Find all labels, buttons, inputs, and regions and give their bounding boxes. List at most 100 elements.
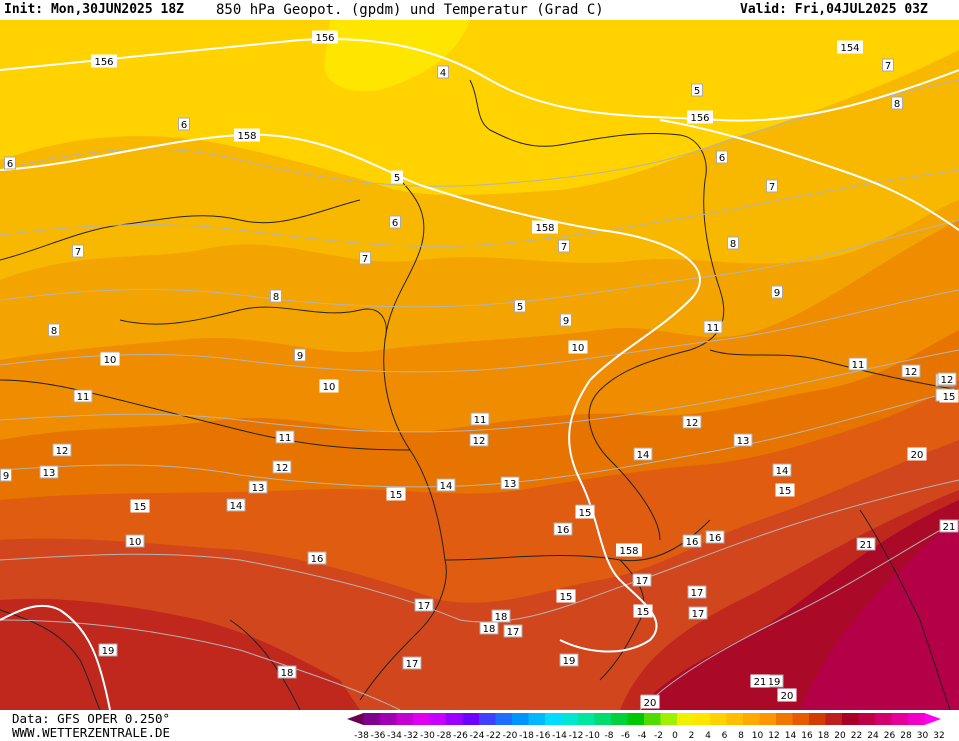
temperature-label-box (437, 65, 449, 79)
temperature-label: 21 (943, 522, 956, 533)
colorbar-segment (644, 713, 661, 725)
temperature-label-box (500, 476, 520, 490)
colorbar-segment (908, 713, 925, 725)
temperature-label-box (848, 357, 868, 371)
temp-band-22 (800, 520, 959, 710)
colorbar-tick-label: -14 (552, 731, 567, 741)
colorbar-segment (693, 713, 710, 725)
temp-band-3 (324, 20, 470, 92)
geopotential-label-box (750, 674, 770, 688)
colorbar-tick-label: -16 (536, 731, 551, 741)
temperature-label: 19 (768, 677, 781, 688)
geopotential-label: 10 (104, 355, 117, 366)
temperature-label: 14 (637, 450, 650, 461)
colorbar-tick-label: 2 (689, 731, 695, 741)
colorbar-tick-label: 14 (785, 731, 797, 741)
temperature-label-box (705, 530, 725, 544)
geopotential-label: 10 (323, 382, 336, 393)
colorbar-segment (512, 713, 529, 725)
temperature-label: 17 (406, 659, 419, 670)
temperature-label-box (891, 96, 903, 110)
geopotential-label-box (633, 604, 653, 618)
temperature-label-box (716, 150, 728, 164)
colorbar-segment (578, 713, 595, 725)
temperature-label: 14 (230, 501, 243, 512)
temperature-label: 16 (686, 537, 699, 548)
geopotential-label-box (91, 54, 117, 68)
temperature-colorbar: -38 -36 -34 -32 -30 -28 -26 -24 -22 -20 -18 -16 -14-… (347, 713, 945, 741)
colorbar-tick-label: 30 (917, 731, 929, 741)
temperature-label: 12 (473, 436, 486, 447)
temp-band-4 (0, 20, 959, 195)
temperature-label: 7 (362, 254, 368, 265)
temperature-label-box (687, 585, 707, 599)
geopotential-label: 10 (572, 343, 585, 354)
temperature-label: 9 (774, 288, 780, 299)
temperature-label-box (4, 156, 16, 170)
geopotential-label: 15 (560, 592, 573, 603)
geopotential-label: 156 (94, 57, 113, 68)
temperature-label-box (359, 251, 371, 265)
weather-map: 4556666777778888999910111111111111121212… (0, 20, 959, 710)
temperature-label: 7 (769, 182, 775, 193)
temperature-label: 13 (737, 436, 750, 447)
temperature-label-box (632, 573, 652, 587)
temperature-label-box (727, 236, 739, 250)
geopotential-label: 156 (690, 113, 709, 124)
valid-time: Valid: Fri,04JUL2025 03Z (740, 2, 928, 17)
geopotential-label-box (907, 447, 927, 461)
geopotential-label-box (391, 170, 403, 184)
temperature-label-box (691, 83, 703, 97)
temperature-label: 18 (495, 612, 508, 623)
data-source: Data: GFS OPER 0.250° (12, 711, 171, 726)
temperature-label: 13 (43, 468, 56, 479)
temperature-label: 14 (776, 466, 789, 477)
geopotential-label-box (640, 695, 660, 709)
geopotential-label: 158 (619, 546, 638, 557)
colorbar-segment (429, 713, 446, 725)
temperature-label-box (125, 534, 145, 548)
colorbar-tick-label: 24 (867, 731, 879, 741)
colorbar-segment (858, 713, 875, 725)
temperature-label: 12 (686, 418, 699, 429)
temperature-label: 16 (709, 533, 722, 544)
temperature-label-box (766, 179, 778, 193)
geopotential-label-box (775, 483, 795, 497)
geopotential-label-box (939, 389, 959, 403)
geopotential-label-box (837, 40, 863, 54)
geopotential-label: 154 (840, 43, 859, 54)
temperature-label: 7 (75, 247, 81, 258)
temperature-label-box (277, 665, 297, 679)
colorbar-segment (726, 713, 743, 725)
colorbar-segment (528, 713, 545, 725)
temperature-label-box (52, 443, 72, 457)
temperature-label: 11 (852, 360, 865, 371)
colorbar-tick-label: 20 (834, 731, 846, 741)
temperature-label-box (294, 348, 306, 362)
geopotential-label: 158 (535, 223, 554, 234)
temperature-label: 18 (281, 668, 294, 679)
geopotential-label: 20 (644, 698, 657, 709)
geopotential-label-box (234, 128, 260, 142)
temperature-label-box (479, 621, 499, 635)
temperature-label-box (558, 239, 570, 253)
colorbar-segment (479, 713, 496, 725)
website: WWW.WETTERZENTRALE.DE (12, 725, 171, 740)
colorbar-tick-label: -24 (470, 731, 485, 741)
temperature-label-box (514, 299, 526, 313)
temperature-label: 7 (885, 61, 891, 72)
temperature-label: 9 (297, 351, 303, 362)
temperature-label: 13 (252, 483, 265, 494)
geopotential-label: 15 (134, 502, 147, 513)
colorbar-segment (776, 713, 793, 725)
colorbar-tick-label: 26 (884, 731, 896, 741)
temperature-label-box (856, 537, 876, 551)
colorbar-segment (363, 713, 380, 725)
temperature-label: 9 (563, 316, 569, 327)
temperature-label-box (682, 415, 702, 429)
temperature-label: 16 (311, 554, 324, 565)
temperature-label: 6 (719, 153, 725, 164)
colorbar-segment (561, 713, 578, 725)
temperature-label: 6 (392, 218, 398, 229)
geopotential-label-box (319, 379, 339, 393)
